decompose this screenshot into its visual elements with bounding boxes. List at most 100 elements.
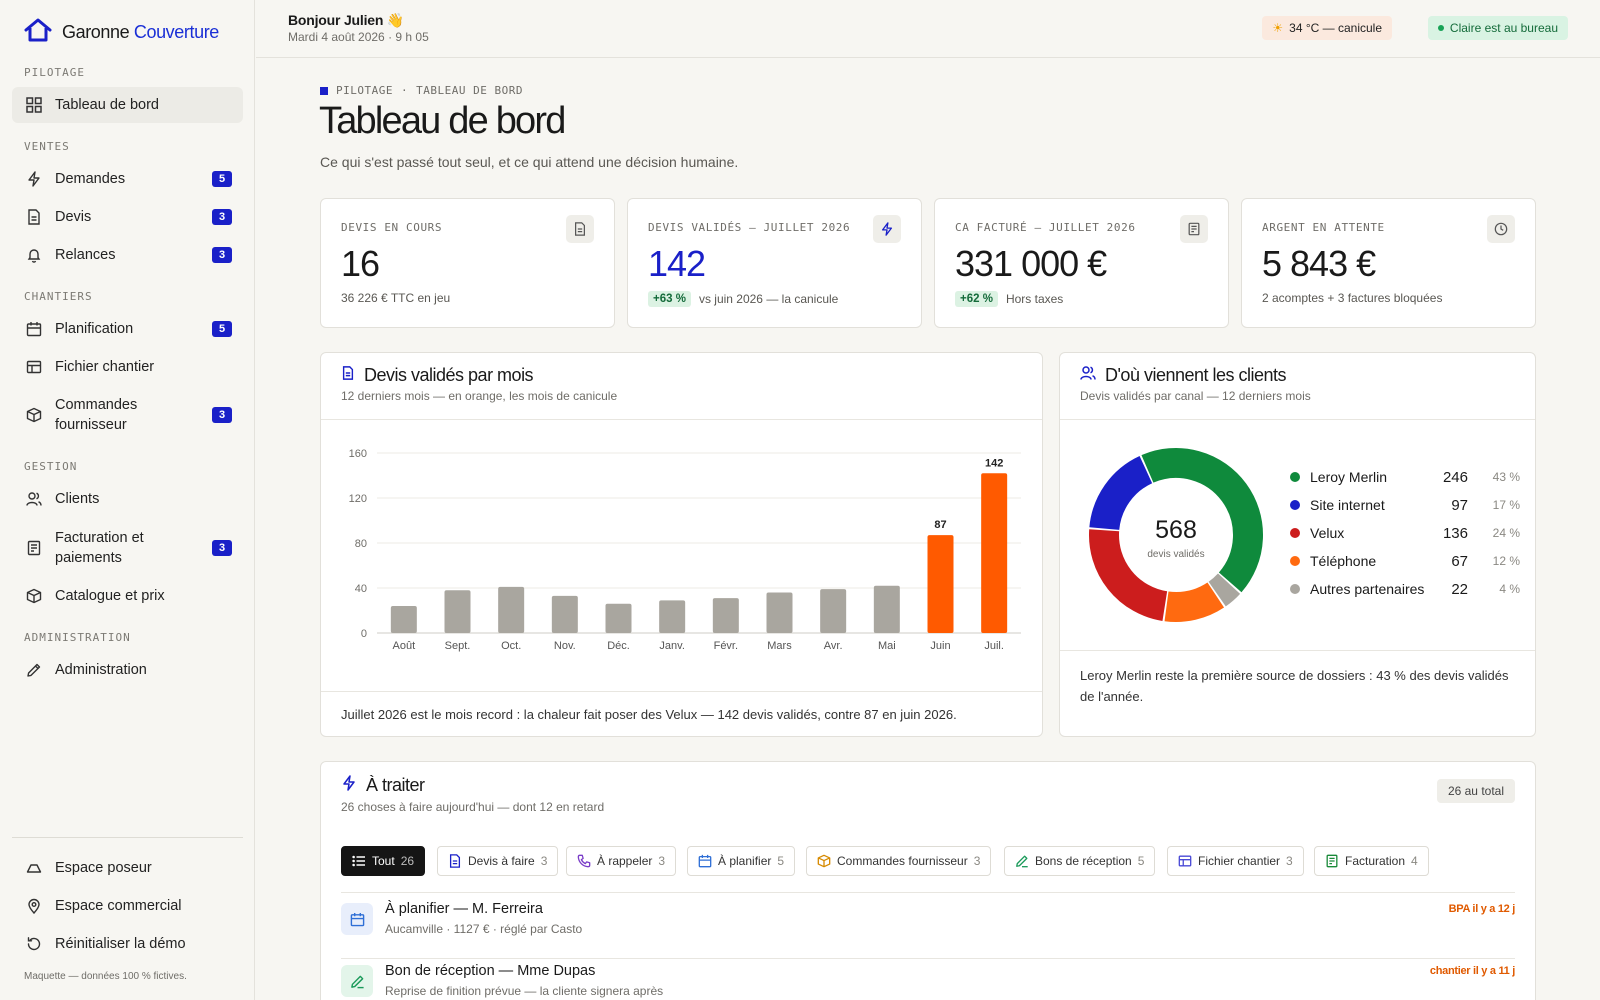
sources-insight: Leroy Merlin reste la première source de… [1080,668,1509,704]
todo-total-badge: 26 au total [1436,779,1515,803]
tab-commandes-fournisseur[interactable]: Commandes fournisseur 3 [806,846,992,876]
panel-divider [321,691,1042,692]
panel-divider [1060,419,1535,420]
legend-item[interactable]: Leroy Merlin 246 43 % [1290,466,1520,488]
overdue-tag: chantier il y a 11 j [1429,965,1515,977]
box-icon [25,406,43,424]
bar-data-label: 87 [934,519,946,531]
legend-item[interactable]: Velux 136 24 % [1290,522,1520,544]
sidebar-item-fichier-chantier[interactable]: Fichier chantier [12,349,243,385]
sidebar-item-dashboard[interactable]: Tableau de bord [12,87,243,123]
chart-insight: Juillet 2026 est le mois record : la cha… [341,707,957,722]
calendar-icon [698,854,712,868]
tab-bons-de-reception[interactable]: Bons de réception 5 [1004,846,1156,876]
kpi-value: 142 [648,243,706,284]
bar-Janv.[interactable] [659,600,686,633]
tab-devis-a-faire[interactable]: Devis à faire 3 [437,846,559,876]
receipt-icon [1325,854,1339,868]
users-icon [25,490,43,508]
legend-item[interactable]: Autres partenaires 22 4 % [1290,578,1520,600]
bar-Avr.[interactable] [820,589,847,633]
tab-a-planifier[interactable]: À planifier 5 [687,846,796,876]
legend-value: 136 [1442,524,1468,542]
tab-facturation[interactable]: Facturation 4 [1314,846,1429,876]
pen-icon [1015,854,1029,868]
panel-subtitle: 12 derniers mois — en orange, les mois d… [341,389,618,403]
x-tick-label: Mars [767,640,792,652]
legend-item[interactable]: Téléphone 67 12 % [1290,550,1520,572]
sidebar-item-catalogue[interactable]: Catalogue et prix [12,578,243,614]
bar-Févr.[interactable] [712,598,739,633]
kpi-card-devis-en-cours[interactable]: DEVIS EN COURS 16 36 226 € TTC en jeu [320,198,615,328]
bolt-icon [341,774,357,797]
bar-Mai[interactable] [873,585,900,633]
kpi-value: 16 [341,243,380,284]
x-tick-label: Déc. [607,640,630,652]
legend-percent: 43 % [1492,470,1520,484]
bar-Déc.[interactable] [605,603,632,633]
sidebar-item-espace-commercial[interactable]: Espace commercial [12,888,243,924]
sidebar-item-label: Espace poseur [55,860,152,876]
reset-icon [25,935,43,953]
donut-slice-téléphone[interactable] [1164,582,1225,622]
legend-item[interactable]: Site internet 97 17 % [1290,494,1520,516]
sidebar-item-devis[interactable]: Devis 3 [12,199,243,235]
sidebar-item-demandes[interactable]: Demandes 5 [12,161,243,197]
kpi-card-ca-facture[interactable]: CA FACTURÉ — JUILLET 2026 331 000 € +62 … [934,198,1229,328]
sidebar-item-espace-poseur[interactable]: Espace poseur [12,850,243,886]
list-item[interactable]: Bon de réception — Mme Dupas Reprise de … [341,955,1515,1000]
tab-fichier-chantier[interactable]: Fichier chantier 3 [1167,846,1304,876]
sidebar-item-label: Administration [55,662,147,678]
bar-Août[interactable] [390,606,417,633]
sidebar-item-facturation[interactable]: Facturation et paiements 3 [12,524,243,572]
bar-Oct.[interactable] [498,586,525,633]
sidebar-item-relances[interactable]: Relances 3 [12,237,243,273]
donut-slice-leroy-merlin[interactable] [1141,448,1263,593]
tab-a-rappeler[interactable]: À rappeler 3 [566,846,677,876]
panel-subtitle: 26 choses à faire aujourd'hui — dont 12 … [341,800,605,814]
legend-value: 67 [1451,552,1468,570]
bolt-icon [25,170,43,188]
sidebar-item-planification[interactable]: Planification 5 [12,311,243,347]
page-subtitle: Ce qui s'est passé tout seul, et ce qui … [320,154,739,170]
sidebar-item-administration[interactable]: Administration [12,652,243,688]
bar-Mars[interactable] [766,592,793,634]
document-icon [448,854,462,868]
breadcrumb-section[interactable]: PILOTAGE [336,84,393,97]
bar-Juil.[interactable] [981,473,1008,633]
donut-total-label: devis validés [1147,549,1204,560]
monthly-quotes-panel: Devis validés par mois 12 derniers mois … [320,352,1043,737]
breadcrumb-current: TABLEAU DE BORD [416,84,523,97]
tab-tout[interactable]: Tout 26 [341,846,426,876]
x-tick-label: Nov. [554,640,576,652]
box-icon [25,587,43,605]
y-tick-label: 120 [349,493,367,505]
bar-Juin[interactable] [927,535,954,633]
legend-percent: 17 % [1492,498,1520,512]
kpi-card-argent-en-attente[interactable]: ARGENT EN ATTENTE 5 843 € 2 acomptes + 3… [1241,198,1536,328]
kpi-subtext: 2 acomptes + 3 factures bloquées [1262,291,1443,305]
list-item[interactable]: À planifier — M. Ferreira Aucamville · 1… [341,893,1515,953]
sidebar-item-label: Facturation et paiements [55,530,144,566]
sidebar-item-clients[interactable]: Clients [12,481,243,517]
x-tick-label: Juin [930,640,950,652]
donut-slice-autres-partenaires[interactable] [1208,573,1241,607]
count-badge: 3 [212,407,232,423]
kpi-card-devis-valides[interactable]: DEVIS VALIDÉS — JUILLET 2026 142 +63 % vs… [627,198,922,328]
weather-badge: ☀ 34 °C — canicule [1262,16,1392,40]
list-icon [352,854,366,868]
brand-name: Garonne Couverture [62,22,219,42]
donut-slice-velux[interactable] [1089,529,1168,621]
bar-Sept.[interactable] [444,590,471,633]
kpi-subtext: 36 226 € TTC en jeu [341,291,451,305]
sidebar-item-commandes[interactable]: Commandes fournisseur 3 [12,391,243,439]
brand-logo[interactable]: Garonne Couverture [24,18,219,47]
bar-Nov.[interactable] [551,595,578,633]
presence-dot [1437,25,1444,31]
greeting: Bonjour Julien 👋 [288,12,405,28]
x-tick-label: Juil. [984,640,1004,652]
sidebar-item-reset-demo[interactable]: Réinitialiser la démo [12,926,243,962]
donut-slice-site-internet[interactable] [1089,455,1153,531]
document-icon [341,365,355,386]
sidebar-item-label: Espace commercial [55,898,182,914]
